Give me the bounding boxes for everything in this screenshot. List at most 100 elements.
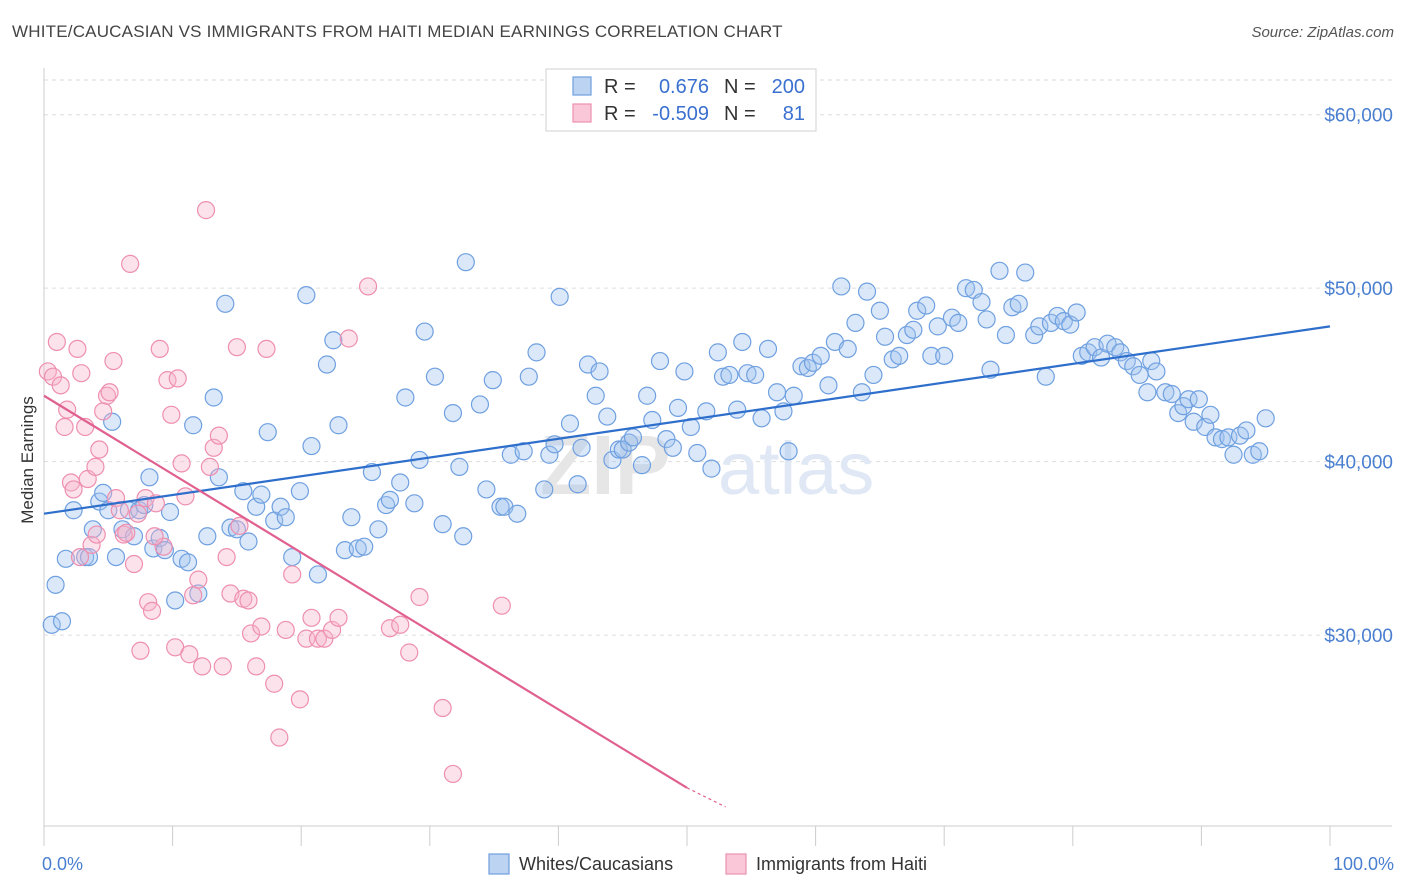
whites-point-52 <box>348 539 367 558</box>
bottom-legend-swatch-haiti <box>725 853 747 875</box>
whites-point-149 <box>981 360 1000 379</box>
haiti-point-13 <box>86 457 105 476</box>
whites-point-62 <box>415 322 434 341</box>
haiti-point-79 <box>87 525 106 544</box>
whites-point-65 <box>443 403 463 423</box>
x-tick-label-0: 0.0% <box>42 854 83 874</box>
whites-point-2 <box>52 612 72 631</box>
legend: R = 0.676 N = 200 R = -0.509 N = 81 <box>545 68 817 132</box>
haiti-point-29 <box>142 601 162 620</box>
whites-point-124 <box>819 376 838 395</box>
whites-point-25 <box>178 553 198 572</box>
whites-point-188 <box>1224 445 1243 464</box>
whites-point-11 <box>103 412 122 431</box>
whites-point-58 <box>391 473 410 492</box>
trend-line-haiti-extension <box>686 787 726 808</box>
whites-point-115 <box>758 339 778 359</box>
whites-point-187 <box>1219 428 1238 447</box>
whites-point-123 <box>811 346 830 365</box>
trend-line-whites <box>43 325 1331 515</box>
whites-point-95 <box>632 456 652 475</box>
haiti-point-18 <box>104 351 123 371</box>
whites-point-30 <box>209 468 228 487</box>
haiti-point-56 <box>252 617 271 636</box>
legend-r-label-1: R = <box>604 76 636 98</box>
whites-point-49 <box>329 416 348 435</box>
haiti-point-58 <box>265 674 284 693</box>
haiti-point-46 <box>209 426 228 445</box>
haiti-point-64 <box>302 608 321 627</box>
whites-point-133 <box>875 327 895 346</box>
whites-point-137 <box>904 320 923 339</box>
whites-point-3 <box>56 549 75 568</box>
whites-point-111 <box>733 332 752 352</box>
whites-point-176 <box>1156 383 1175 402</box>
whites-point-184 <box>1201 405 1220 424</box>
haiti-point-22 <box>117 523 136 542</box>
whites-point-67 <box>454 527 473 546</box>
whites-point-85 <box>572 438 591 457</box>
haiti-point-77 <box>492 596 511 615</box>
whites-point-172 <box>1130 365 1149 385</box>
haiti-point-76 <box>443 764 463 784</box>
whites-point-153 <box>1009 294 1028 313</box>
whites-point-68 <box>456 253 475 272</box>
source-label: Source: ZipAtlas.com <box>1251 24 1394 41</box>
haiti-point-70 <box>358 277 378 296</box>
haiti-point-44 <box>200 457 219 476</box>
whites-point-138 <box>908 301 927 320</box>
legend-swatch-whites <box>572 76 592 96</box>
chart-title: WHITE/CAUCASIAN VS IMMIGRANTS FROM HAITI… <box>12 22 783 41</box>
whites-point-145 <box>956 279 976 298</box>
haiti-point-50 <box>227 338 246 357</box>
haiti-point-14 <box>90 440 109 459</box>
whites-point-57 <box>380 490 400 509</box>
whites-point-100 <box>663 438 682 457</box>
whites-point-120 <box>792 357 811 376</box>
haiti-point-32 <box>154 537 173 556</box>
haiti-point-65 <box>308 629 328 648</box>
whites-point-180 <box>1179 390 1198 409</box>
whites-point-84 <box>568 475 587 494</box>
trend-line-haiti <box>43 394 688 789</box>
haiti-point-40 <box>184 586 203 605</box>
whites-point-89 <box>598 407 617 426</box>
whites-point-83 <box>560 414 580 433</box>
haiti-point-28 <box>139 593 158 612</box>
whites-point-131 <box>864 365 883 385</box>
whites-point-190 <box>1237 421 1256 440</box>
whites-point-40 <box>271 497 290 516</box>
haiti-point-61 <box>283 565 302 584</box>
whites-point-48 <box>324 331 343 350</box>
whites-point-44 <box>297 286 316 305</box>
haiti-point-80 <box>145 527 164 546</box>
whites-point-193 <box>1256 409 1275 428</box>
haiti-point-59 <box>270 728 289 747</box>
whites-point-82 <box>550 287 569 306</box>
y-tick-label-60000: $60,000 <box>1324 106 1393 127</box>
whites-point-148 <box>977 310 996 329</box>
whites-point-144 <box>949 313 968 332</box>
whites-point-122 <box>803 353 823 372</box>
haiti-point-0 <box>38 362 57 381</box>
whites-point-121 <box>798 358 817 378</box>
whites-point-154 <box>1016 263 1035 282</box>
whites-point-110 <box>728 400 747 419</box>
whites-point-79 <box>535 480 554 499</box>
whites-point-156 <box>1030 317 1049 336</box>
whites-point-29 <box>204 388 223 407</box>
whites-point-60 <box>405 494 424 513</box>
haiti-point-42 <box>193 657 212 676</box>
haiti-point-2 <box>47 332 66 352</box>
y-tick-labels: $30,000 $40,000 $50,000 $60,000 <box>1324 106 1393 647</box>
whites-point-32 <box>221 518 240 537</box>
whites-point-185 <box>1206 428 1225 447</box>
whites-point-109 <box>720 365 739 385</box>
bottom-legend: Whites/Caucasians Immigrants from Haiti <box>488 853 927 875</box>
haiti-point-39 <box>180 645 199 664</box>
whites-point-51 <box>342 508 361 527</box>
legend-n-label-1: N = <box>724 76 756 98</box>
whites-point-104 <box>688 443 707 463</box>
whites-point-78 <box>527 343 546 362</box>
trend-lines <box>43 325 1331 808</box>
